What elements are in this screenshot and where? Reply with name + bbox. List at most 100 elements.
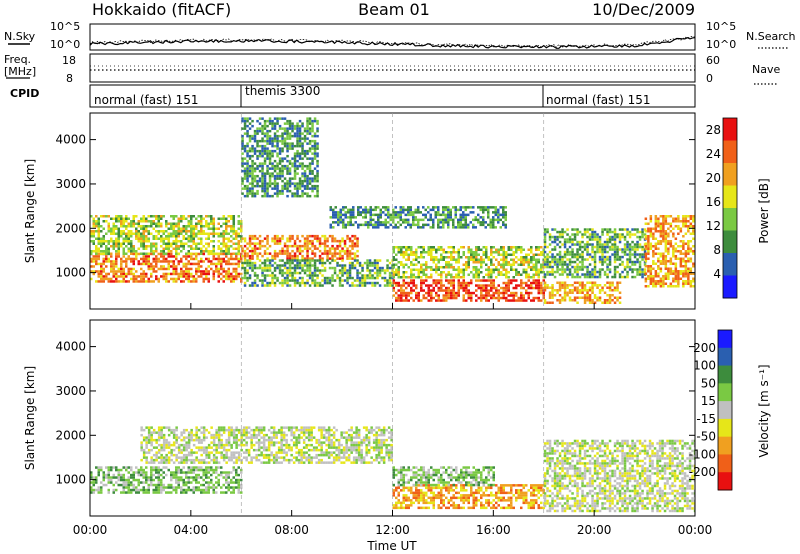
- power-cell-10: [667, 222, 670, 225]
- power-cell-10: [644, 280, 648, 283]
- power-cell-1: [220, 235, 223, 238]
- power-cell-5: [480, 263, 483, 266]
- power-cell-7: [316, 189, 319, 193]
- velocity-cell-0: [125, 483, 128, 487]
- power-cell-4: [427, 299, 430, 302]
- power-cell-5: [445, 261, 448, 264]
- power-cell-1: [150, 215, 153, 218]
- power-cell-7: [311, 134, 314, 138]
- velocity-cell-0: [95, 478, 98, 482]
- power-cell-7: [303, 179, 307, 183]
- power-cell-9: [638, 235, 642, 239]
- power-cell-1: [122, 222, 125, 225]
- power-cell-1: [165, 242, 168, 245]
- power-cell-7: [278, 127, 282, 130]
- power-cell-1: [162, 240, 165, 243]
- power-cell-2: [333, 247, 337, 250]
- power-cell-9: [573, 243, 577, 246]
- power-cell-6: [489, 221, 492, 224]
- power-cell-9: [563, 270, 567, 274]
- power-cell-3: [366, 269, 369, 272]
- power-cell-1: [172, 232, 175, 235]
- power-cell-3: [373, 259, 377, 262]
- power-cell-3: [361, 264, 364, 267]
- power-cell-4: [487, 299, 490, 302]
- power-cell-7: [246, 142, 249, 145]
- power-cell-6: [472, 211, 475, 214]
- power-cell-1: [165, 247, 168, 250]
- power-cell-1: [175, 225, 178, 228]
- power-cell-1: [180, 232, 183, 235]
- power-cell-9: [638, 245, 642, 249]
- power-cell-9: [593, 233, 597, 236]
- power-cell-6: [349, 223, 352, 227]
- power-cell-7: [276, 152, 279, 155]
- power-cell-10: [677, 227, 680, 230]
- power-cell-7: [296, 194, 299, 198]
- power-cell-9: [628, 248, 632, 251]
- power-cell-2: [251, 247, 254, 250]
- power-cell-9: [563, 243, 567, 246]
- velocity-cell-0: [127, 481, 130, 484]
- power-cell-10: [682, 217, 685, 220]
- power-cell-6: [427, 223, 430, 227]
- power-cell-5: [492, 263, 495, 266]
- power-cell-0: [137, 280, 140, 283]
- power-cell-0: [185, 277, 188, 281]
- power-cell-4: [522, 294, 525, 297]
- power-cell-5: [392, 266, 395, 269]
- power-cell-5: [522, 263, 525, 266]
- power-cell-7: [281, 169, 284, 173]
- power-cell-7: [298, 119, 302, 123]
- power-cell-10: [677, 257, 680, 260]
- power-cell-3: [266, 259, 269, 262]
- power-cell-0: [225, 255, 228, 258]
- power-cell-5: [502, 251, 505, 254]
- power-cell-4: [462, 284, 465, 287]
- power-cell-6: [399, 206, 402, 209]
- power-cell-6: [384, 208, 387, 212]
- power-cell-3: [288, 269, 292, 272]
- power-cell-0: [180, 275, 183, 278]
- power-cell-10: [664, 242, 668, 245]
- power-cell-0: [182, 255, 185, 258]
- power-cell-7: [261, 147, 264, 150]
- power-cell-2: [356, 237, 359, 240]
- power-cell-6: [454, 226, 457, 229]
- power-cell-3: [308, 261, 312, 265]
- power-cell-3: [318, 281, 322, 285]
- power-cell-6: [479, 208, 482, 212]
- power-cell-7: [268, 137, 272, 140]
- power-cell-0: [212, 272, 215, 276]
- power-cell-6: [384, 206, 387, 209]
- power-cell-9: [581, 260, 584, 264]
- power-cell-6: [394, 206, 397, 209]
- velocity-cell-0: [107, 481, 110, 484]
- power-cell-1: [180, 240, 183, 243]
- power-cell-8: [583, 296, 587, 299]
- power-cell-3: [316, 266, 319, 270]
- power-cell-5: [515, 251, 518, 254]
- power-cell-0: [200, 275, 203, 278]
- power-cell-1: [140, 245, 143, 248]
- power-cell-3: [331, 284, 334, 287]
- power-cell-9: [583, 265, 587, 269]
- power-cell-6: [364, 223, 367, 227]
- power-cell-8: [606, 299, 609, 302]
- power-cell-9: [638, 253, 642, 256]
- power-cell-5: [435, 266, 438, 269]
- power-cell-5: [410, 261, 413, 264]
- power-cell-7: [296, 134, 299, 138]
- power-cell-5: [450, 251, 453, 254]
- power-cell-9: [596, 248, 599, 251]
- power-cell-5: [397, 246, 400, 249]
- power-cell-7: [261, 184, 264, 188]
- power-cell-0: [170, 252, 173, 256]
- power-cell-5: [417, 261, 420, 264]
- power-cell-3: [326, 279, 329, 282]
- power-cell-6: [472, 206, 475, 209]
- power-cell-5: [520, 251, 523, 254]
- power-cell-3: [323, 279, 327, 282]
- power-cell-3: [348, 276, 352, 280]
- power-cell-7: [261, 152, 264, 155]
